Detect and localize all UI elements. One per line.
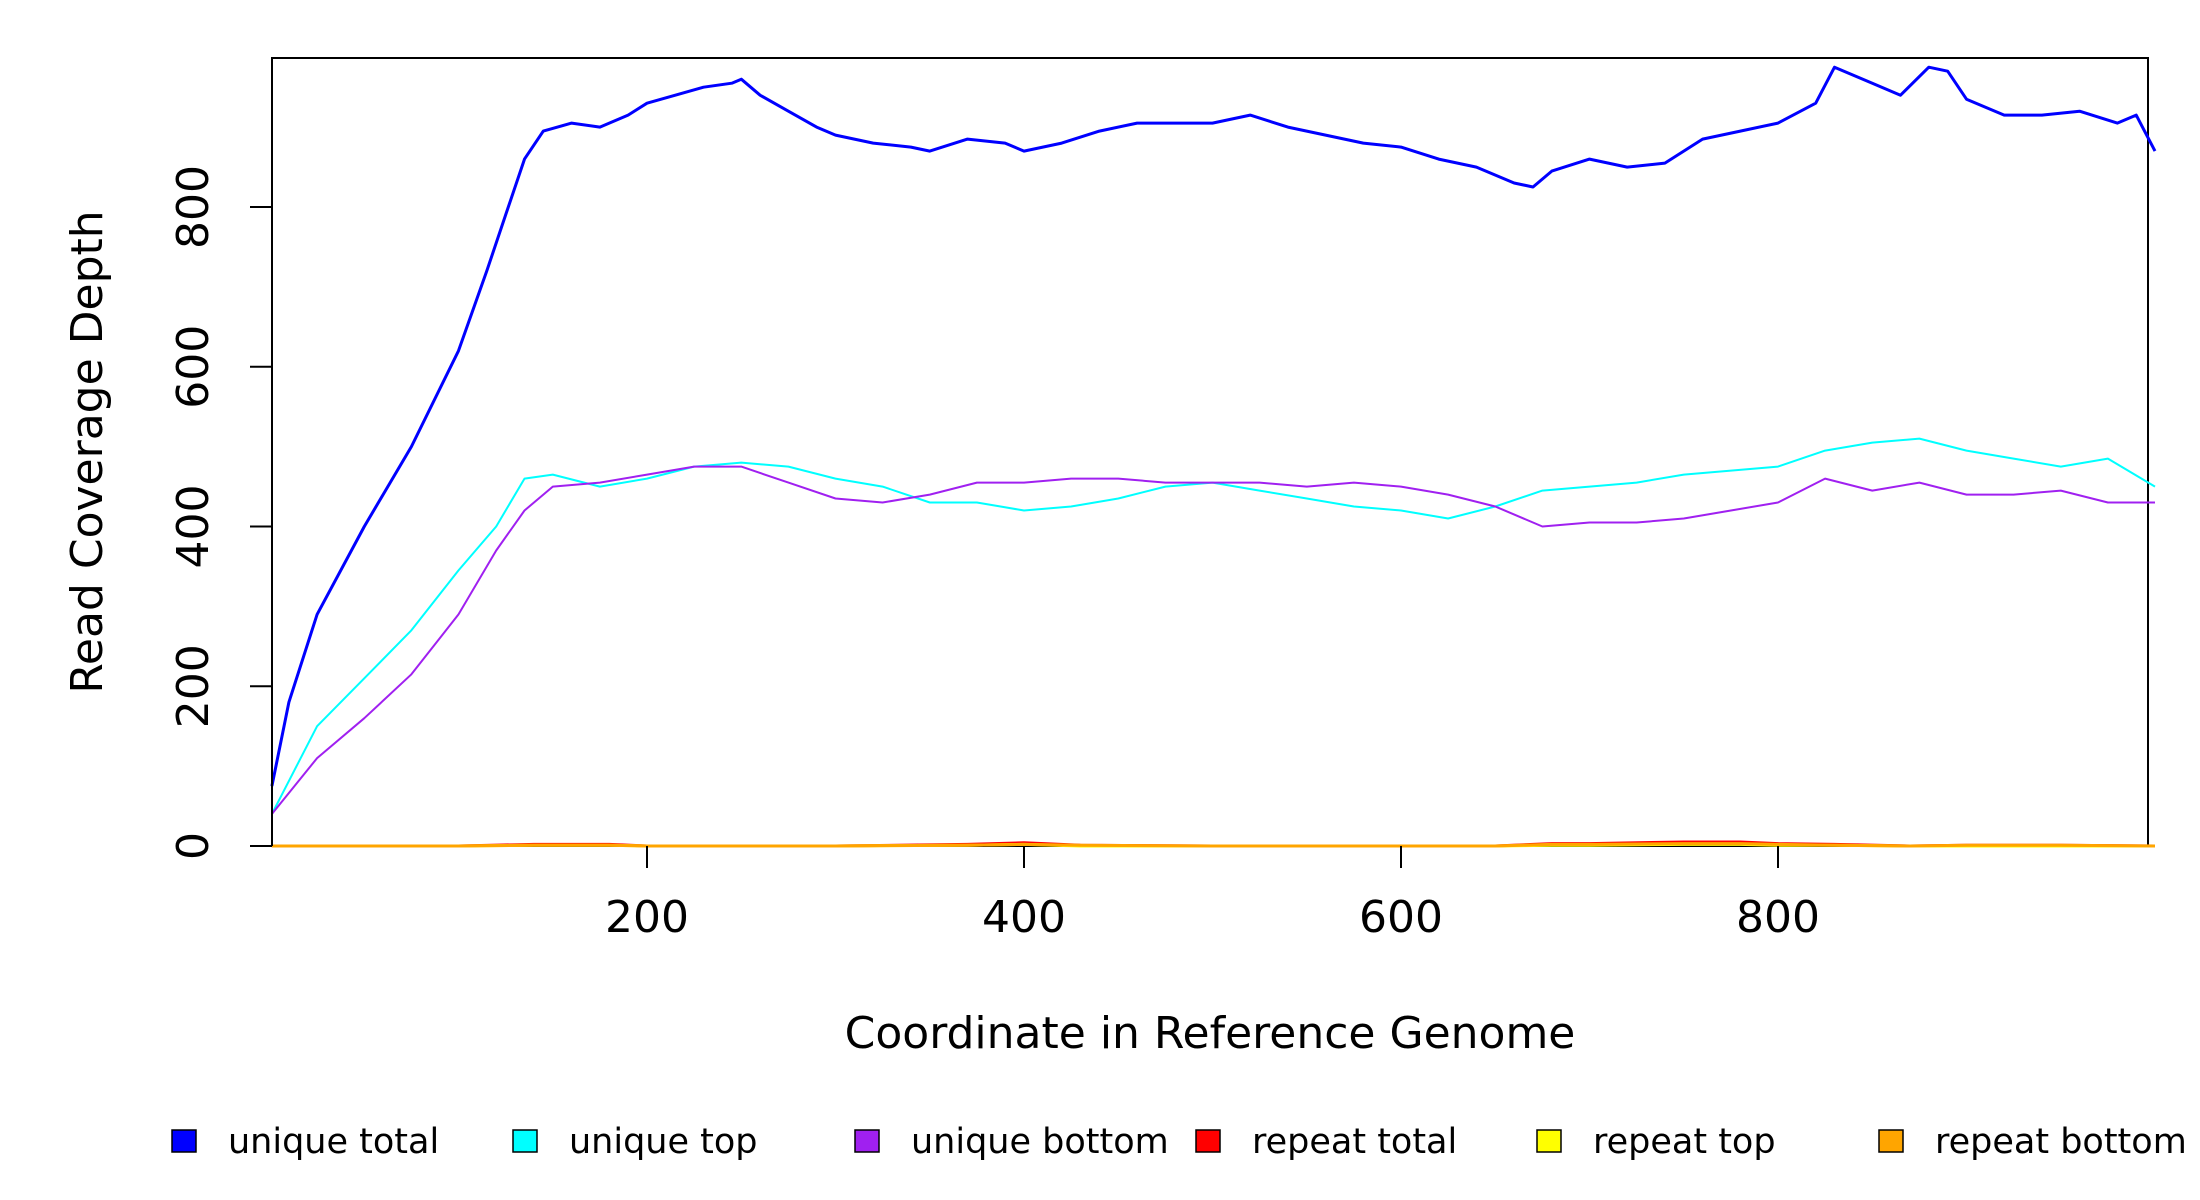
legend-swatch-unique-top: [512, 1129, 538, 1153]
series-line-unique-bottom: [271, 465, 2155, 815]
legend-label-repeat-total: repeat total: [1252, 1122, 1457, 1162]
series-line-unique-top: [271, 437, 2156, 815]
legend-swatch-repeat-bottom: [1878, 1129, 1904, 1153]
x-tick-label: 200: [605, 892, 689, 943]
legend-label-unique-bottom: unique bottom: [911, 1122, 1169, 1162]
y-axis-title: Read Coverage Depth: [62, 210, 113, 693]
legend-label-unique-total: unique total: [228, 1122, 439, 1162]
legend-label-repeat-top: repeat top: [1593, 1122, 1776, 1162]
x-axis: 200 400 600 800: [605, 846, 1820, 943]
legend-label-unique-top: unique top: [569, 1122, 758, 1162]
y-axis: 0 200 400 600 800: [168, 165, 273, 860]
x-tick-label: 600: [1359, 892, 1443, 943]
series-line-unique-total: [270, 65, 2157, 787]
x-tick-label: 800: [1736, 892, 1820, 943]
x-tick-label: 400: [982, 892, 1066, 943]
y-tick-label: 600: [168, 325, 219, 409]
legend-label-repeat-bottom: repeat bottom: [1935, 1122, 2187, 1162]
series-line-repeat-bottom: [271, 842, 2156, 848]
y-tick-label: 400: [168, 485, 219, 569]
y-tick-label: 200: [168, 644, 219, 728]
legend-swatch-repeat-total: [1195, 1129, 1221, 1153]
legend-swatch-unique-total: [171, 1129, 197, 1153]
legend: unique total unique top unique bottom repea…: [171, 1122, 2187, 1162]
y-tick-label: 0: [168, 832, 219, 860]
series-lines: [270, 65, 2157, 848]
x-axis-title: Coordinate in Reference Genome: [845, 1008, 1576, 1059]
legend-swatch-repeat-top: [1536, 1129, 1562, 1153]
y-tick-label: 800: [168, 165, 219, 249]
plot-frame: [271, 57, 2149, 847]
legend-swatch-unique-bottom: [854, 1129, 880, 1153]
